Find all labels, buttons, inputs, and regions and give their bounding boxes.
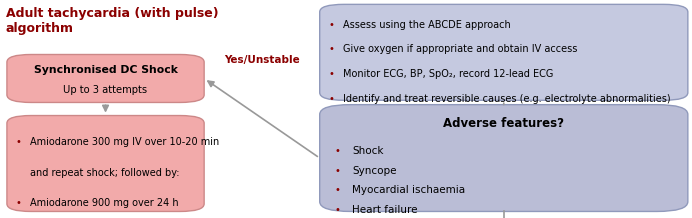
Text: •: • — [335, 205, 340, 215]
Text: Myocardial ischaemia: Myocardial ischaemia — [352, 185, 465, 195]
FancyBboxPatch shape — [320, 4, 688, 100]
FancyBboxPatch shape — [7, 116, 204, 211]
Text: Amiodarone 900 mg over 24 h: Amiodarone 900 mg over 24 h — [30, 198, 179, 208]
Text: Identify and treat reversible causes (e.g. electrolyte abnormalities): Identify and treat reversible causes (e.… — [343, 94, 671, 104]
Text: •: • — [328, 20, 334, 30]
Text: Syncope: Syncope — [352, 166, 397, 176]
Text: Adult tachycardia (with pulse)
algorithm: Adult tachycardia (with pulse) algorithm — [6, 7, 218, 35]
Text: •: • — [335, 146, 340, 156]
Text: Give oxygen if appropriate and obtain IV access: Give oxygen if appropriate and obtain IV… — [343, 44, 578, 54]
Text: Amiodarone 300 mg IV over 10-20 min: Amiodarone 300 mg IV over 10-20 min — [30, 137, 219, 147]
Text: Monitor ECG, BP, SpO₂, record 12-lead ECG: Monitor ECG, BP, SpO₂, record 12-lead EC… — [343, 69, 554, 79]
Text: Up to 3 attempts: Up to 3 attempts — [64, 85, 147, 95]
Text: •: • — [328, 44, 334, 54]
Text: and repeat shock; followed by:: and repeat shock; followed by: — [30, 168, 180, 178]
Text: •: • — [15, 198, 21, 208]
Text: Heart failure: Heart failure — [352, 205, 418, 215]
Text: •: • — [335, 166, 340, 176]
Text: Shock: Shock — [352, 146, 384, 156]
FancyBboxPatch shape — [7, 54, 204, 102]
Text: •: • — [335, 185, 340, 195]
Text: Yes/Unstable: Yes/Unstable — [224, 55, 300, 65]
Text: •: • — [328, 94, 334, 104]
Text: •: • — [328, 69, 334, 79]
Text: •: • — [15, 137, 21, 147]
Text: Synchronised DC Shock: Synchronised DC Shock — [34, 65, 177, 75]
Text: Assess using the ABCDE approach: Assess using the ABCDE approach — [343, 20, 511, 30]
FancyBboxPatch shape — [320, 105, 688, 211]
Text: Adverse features?: Adverse features? — [444, 117, 564, 130]
